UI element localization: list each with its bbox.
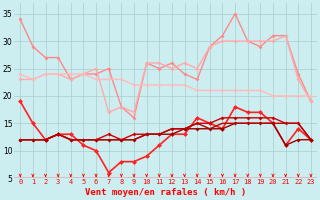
X-axis label: Vent moyen/en rafales ( km/h ): Vent moyen/en rafales ( km/h )	[85, 188, 246, 197]
